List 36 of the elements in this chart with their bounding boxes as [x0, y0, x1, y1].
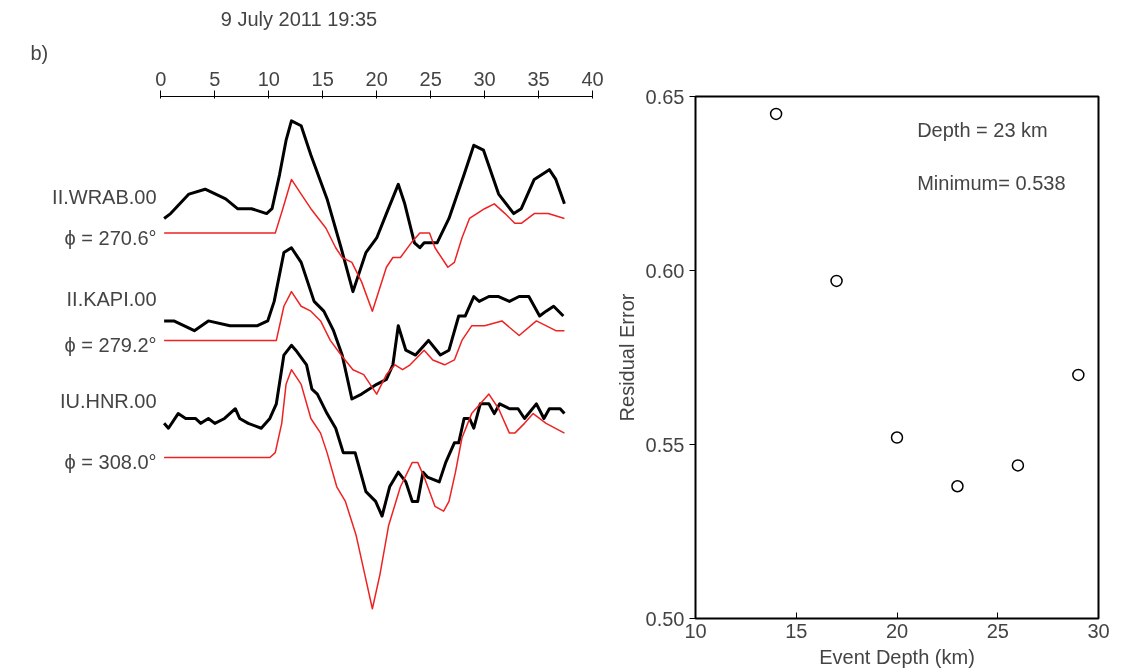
- x-tick-label: 20: [885, 619, 909, 642]
- series-label: IU.HNR.00: [59, 390, 157, 413]
- x-tick-label: 0: [155, 67, 167, 90]
- text: ϕ = 270.6°: [64, 226, 157, 249]
- x-tick-label: 30: [1087, 619, 1110, 642]
- point: [890, 431, 904, 444]
- y-tick-label: 0.50: [645, 607, 685, 630]
- x-tick-label: 15: [311, 67, 334, 90]
- x-tick-label: 10: [257, 67, 280, 90]
- point: [951, 480, 964, 493]
- y-tick-label: 0.65: [645, 85, 685, 108]
- x-axis-title: Event Depth (km): [819, 645, 975, 668]
- x-tick-label: 30: [473, 67, 496, 90]
- text: b): [30, 41, 49, 64]
- text: ϕ = 308.0°: [64, 451, 157, 474]
- y-tick-label: 0.60: [645, 259, 685, 282]
- text: ϕ = 279.2°: [64, 334, 157, 357]
- point: [830, 274, 843, 288]
- series-label: II.WRAB.00: [52, 185, 157, 208]
- x-tick-label: 35: [527, 67, 550, 90]
- series-label: II.KAPI.00: [66, 287, 157, 310]
- annotation: Minimum= 0.538: [917, 171, 1066, 194]
- x-tick-label: 10: [684, 619, 707, 642]
- point: [1011, 459, 1025, 472]
- x-tick-label: 25: [986, 619, 1009, 642]
- chart-title: 9 July 2011 19:35: [220, 7, 378, 30]
- x-tick-label: 20: [365, 67, 388, 90]
- y-axis-title: Residual Error: [615, 293, 638, 422]
- x-tick-label: 25: [419, 67, 442, 90]
- x-tick-label: 15: [785, 619, 808, 642]
- annotation: Depth = 23 km: [917, 119, 1048, 142]
- y-tick-label: 0.55: [645, 433, 685, 456]
- point: [769, 107, 783, 121]
- x-tick-label: 40: [581, 67, 604, 90]
- point: [1072, 368, 1085, 382]
- x-tick-label: 5: [209, 67, 221, 90]
